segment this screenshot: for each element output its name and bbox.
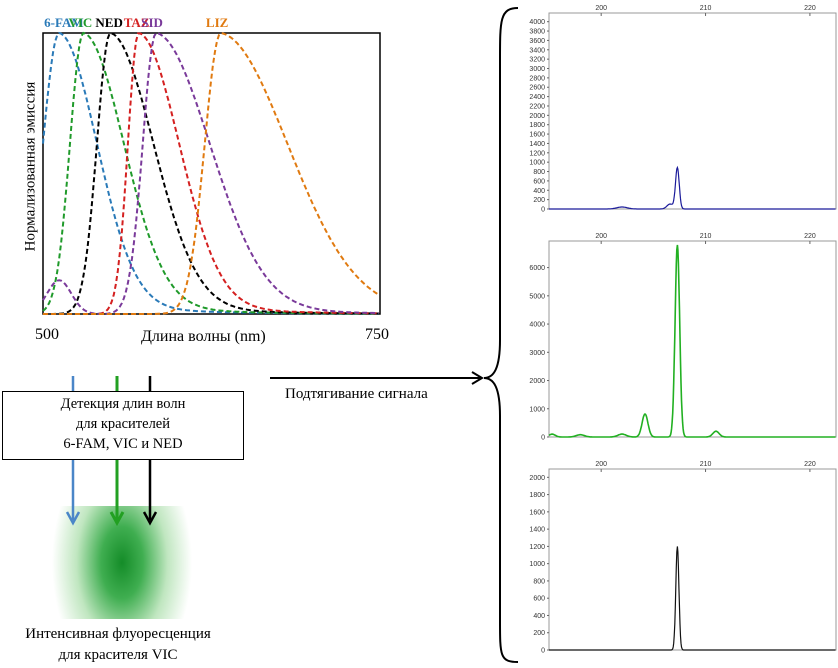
dye-label-6-fam: 6-FAM bbox=[44, 15, 84, 30]
panel-2-y-tick: 2000 bbox=[529, 378, 545, 385]
panel-3-y-tick: 600 bbox=[533, 596, 545, 603]
panel-3-y-tick: 1200 bbox=[529, 544, 545, 551]
panel-2-y-tick: 3000 bbox=[529, 350, 545, 357]
result-line-2: для красителя VIC bbox=[58, 647, 178, 663]
panel-1-y-tick: 600 bbox=[533, 178, 545, 185]
panel-1-x-tick: 210 bbox=[700, 5, 712, 12]
panel-1-y-tick: 3200 bbox=[529, 57, 545, 64]
panel-3-frame bbox=[548, 468, 837, 651]
panel-1-frame bbox=[548, 12, 837, 210]
x-axis-label: Длина волны (nm) bbox=[141, 328, 266, 345]
fluorescence-gradient bbox=[38, 506, 206, 619]
dye-label-ned: NED bbox=[95, 15, 123, 30]
panel-1-trace bbox=[549, 165, 836, 210]
emission-plot bbox=[42, 31, 381, 315]
panel-1-y-tick: 0 bbox=[541, 207, 545, 214]
panel-1-y-tick: 400 bbox=[533, 188, 545, 195]
x-axis-max: 750 bbox=[365, 326, 389, 343]
panel-1-y-tick: 200 bbox=[533, 197, 545, 204]
panel-1-y-tick: 3400 bbox=[529, 47, 545, 54]
panel-3-y-tick: 200 bbox=[533, 630, 545, 637]
panel-2-x-tick: 220 bbox=[804, 233, 816, 240]
detection-box: Детекция длин волн для красителей 6-FAM,… bbox=[2, 391, 244, 460]
panel-3-y-tick: 400 bbox=[533, 613, 545, 620]
panel-3-x-tick: 200 bbox=[595, 461, 607, 468]
spectrum-liz bbox=[43, 31, 380, 315]
panel-1-y-tick: 2600 bbox=[529, 85, 545, 92]
spectrum-ned bbox=[43, 32, 379, 315]
panel-1-y-tick: 1600 bbox=[529, 132, 545, 139]
emission-chart: 6-FAM VIC NED TAZ SID LIZ Нормализованная эми… bbox=[0, 0, 400, 350]
panel-1-y-tick: 3000 bbox=[529, 66, 545, 73]
x-axis-min: 500 bbox=[35, 326, 59, 343]
dye-label-vic: VIC bbox=[68, 15, 93, 30]
panel-3-y-tick: 1800 bbox=[529, 492, 545, 499]
panel-3-y-tick: 1600 bbox=[529, 509, 545, 516]
dye-label-liz: LIZ bbox=[205, 15, 229, 30]
dye-label-sid: SID bbox=[141, 15, 163, 30]
panel-1-y-tick: 2000 bbox=[529, 113, 545, 120]
panel-1-y-tick: 1400 bbox=[529, 141, 545, 148]
panel-1-y-tick: 800 bbox=[533, 169, 545, 176]
spectrum-taz bbox=[43, 32, 379, 315]
panel-2-y-tick: 5000 bbox=[529, 293, 545, 300]
panel-2-y-tick: 1000 bbox=[529, 406, 545, 413]
panel-1-y-tick: 2200 bbox=[529, 103, 545, 110]
panel-3-y-tick: 1000 bbox=[529, 561, 545, 568]
panel-2-x-tick: 200 bbox=[595, 233, 607, 240]
result-caption: Интенсивная флуоресценция для красителя … bbox=[0, 624, 236, 666]
detection-line-1: Детекция длин волн bbox=[60, 396, 186, 412]
panel-1-y-tick: 1000 bbox=[529, 160, 545, 167]
panel-1-y-tick: 3800 bbox=[529, 29, 545, 36]
panel-3-y-tick: 1400 bbox=[529, 527, 545, 534]
panel-1-x-tick: 220 bbox=[804, 5, 816, 12]
result-line-1: Интенсивная флуоресценция bbox=[25, 626, 211, 642]
panel-1-y-tick: 3600 bbox=[529, 38, 545, 45]
detection-line-3: 6-FAM, VIC и NED bbox=[63, 436, 183, 452]
panel-1-x-tick: 200 bbox=[595, 5, 607, 12]
detection-line-2: для красителей bbox=[75, 416, 171, 432]
spectrum-vic bbox=[42, 31, 379, 315]
panel-2-x-tick: 210 bbox=[700, 233, 712, 240]
panel-3-y-tick: 2000 bbox=[529, 475, 545, 482]
curly-brace bbox=[483, 7, 519, 663]
panel-2-frame bbox=[548, 240, 837, 438]
dye-label-taz: TAZ bbox=[123, 15, 150, 30]
spectrum-sid bbox=[42, 31, 379, 315]
panel-1-y-tick: 1800 bbox=[529, 122, 545, 129]
panel-2-trace bbox=[548, 244, 836, 438]
panel-2-y-tick: 6000 bbox=[529, 265, 545, 272]
panel-2-y-tick: 4000 bbox=[529, 322, 545, 329]
pull-up-label: Подтягивание сигнала bbox=[285, 386, 428, 402]
panel-1-y-tick: 2800 bbox=[529, 75, 545, 82]
panel-1-y-tick: 4000 bbox=[529, 19, 545, 26]
panel-3-x-tick: 210 bbox=[700, 461, 712, 468]
panel-1-y-tick: 2400 bbox=[529, 94, 545, 101]
panel-3-x-tick: 220 bbox=[804, 461, 816, 468]
panel-3-y-tick: 800 bbox=[533, 578, 545, 585]
panel-3-y-tick: 0 bbox=[541, 648, 545, 655]
panel-2-y-tick: 0 bbox=[541, 435, 545, 442]
panel-1-y-tick: 1200 bbox=[529, 150, 545, 157]
panel-3-trace bbox=[549, 546, 836, 651]
